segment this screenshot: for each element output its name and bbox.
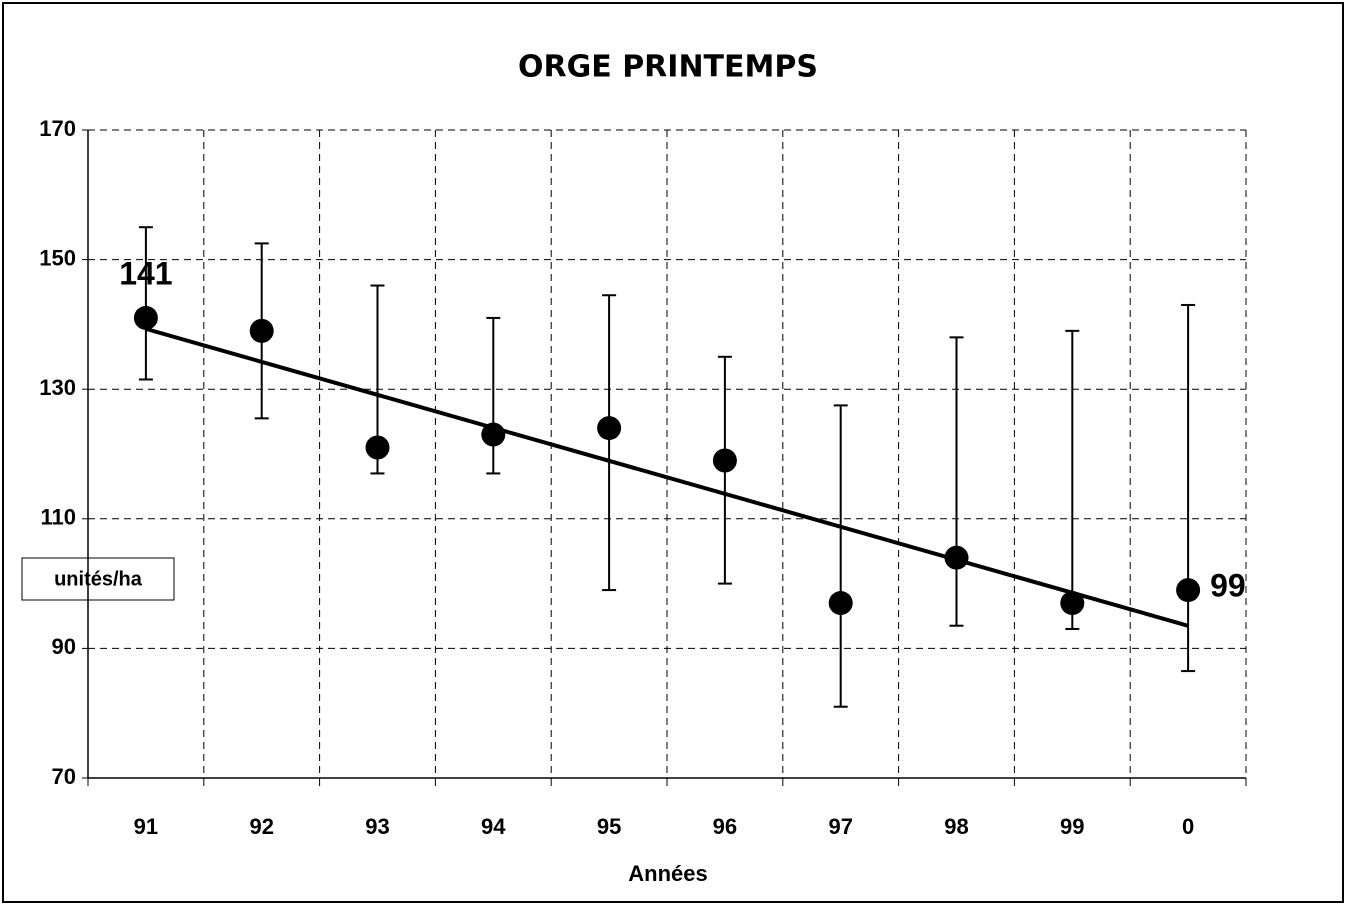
x-tick-label: 93	[365, 814, 389, 839]
y-axis-label: unités/ha	[54, 568, 143, 590]
error-bar	[1065, 329, 1080, 630]
data-point	[1060, 591, 1085, 616]
error-bar	[138, 226, 153, 381]
x-tick-label: 92	[249, 814, 273, 839]
data-point	[365, 435, 390, 460]
x-tick-label: 0	[1182, 814, 1194, 839]
data-point	[249, 318, 274, 343]
data-point	[828, 591, 853, 616]
x-tick-label: 94	[481, 814, 506, 839]
error-bar	[602, 294, 617, 592]
x-tick-label: 99	[1060, 814, 1084, 839]
data-label: 99	[1210, 568, 1246, 604]
y-tick-label: 170	[39, 116, 76, 141]
data-point	[944, 545, 969, 570]
data-point	[597, 416, 622, 441]
trendline	[145, 326, 1189, 628]
x-tick-label: 91	[134, 814, 158, 839]
data-point	[1176, 578, 1201, 603]
error-bar	[833, 404, 848, 708]
y-tick-label: 70	[52, 764, 76, 789]
y-axis-label-box	[21, 557, 175, 601]
error-bar	[1181, 303, 1196, 673]
y-tick-label: 150	[39, 245, 76, 270]
x-tick-label: 98	[944, 814, 968, 839]
y-tick-label: 110	[41, 505, 77, 530]
error-bar	[486, 316, 501, 475]
x-tick-label: 96	[713, 814, 737, 839]
chart-title: ORGE PRINTEMPS	[518, 50, 818, 85]
error-bar	[949, 336, 964, 627]
x-tick-label: 97	[828, 814, 852, 839]
data-label: 141	[119, 255, 172, 291]
data-point	[481, 422, 506, 447]
data-point	[712, 448, 737, 473]
y-tick-label: 130	[39, 375, 76, 400]
y-tick-label: 90	[52, 634, 76, 659]
x-axis-label: Années	[628, 861, 707, 886]
data-point	[133, 305, 158, 330]
x-tick-label: 95	[597, 814, 621, 839]
